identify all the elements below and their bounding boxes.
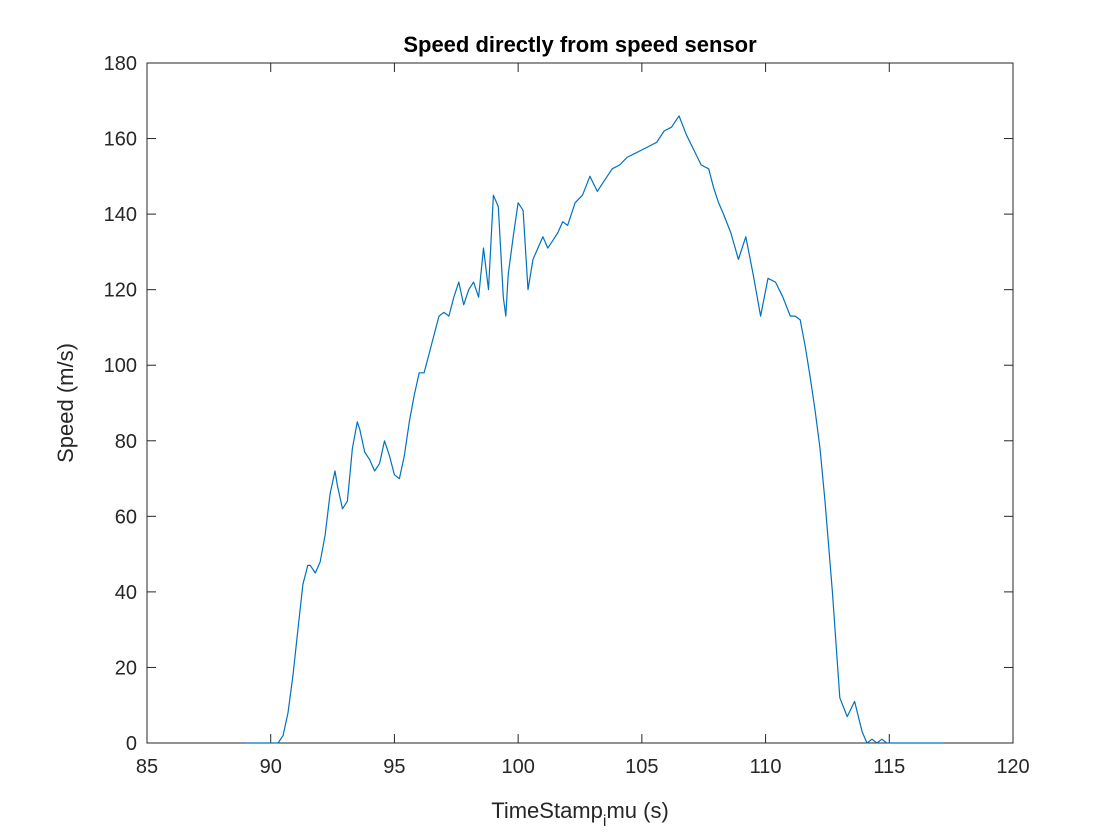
x-tick-label: 90 — [260, 756, 282, 778]
y-tick-label: 160 — [104, 129, 137, 151]
y-tick-label: 40 — [115, 582, 137, 604]
y-tick-label: 80 — [115, 431, 137, 453]
y-tick-label: 180 — [104, 53, 137, 75]
y-tick-label: 0 — [126, 733, 137, 755]
speed-series-line — [246, 115, 944, 744]
x-tick-label: 110 — [750, 756, 782, 778]
y-tick-label: 100 — [104, 355, 137, 377]
x-axis-label-main: TimeStamp — [491, 798, 603, 823]
plot-area — [146, 62, 1014, 744]
y-tick-label: 140 — [104, 204, 137, 226]
x-axis-label: TimeStampimu (s) — [491, 798, 669, 830]
x-axis-label-subscript: i — [603, 813, 607, 830]
x-tick-label: 120 — [996, 756, 1029, 778]
x-axis: 85 90 95 100 105 110 115 120 — [136, 63, 1030, 778]
x-tick-label: 85 — [136, 756, 158, 778]
y-axis-label: Speed (m/s) — [53, 343, 78, 463]
x-tick-label: 100 — [501, 756, 534, 778]
chart-title: Speed directly from speed sensor — [403, 32, 757, 57]
y-tick-label: 60 — [115, 506, 137, 528]
x-tick-label: 105 — [625, 756, 658, 778]
x-tick-label: 95 — [383, 756, 405, 778]
y-tick-label: 120 — [104, 280, 137, 302]
y-tick-label: 20 — [115, 657, 137, 679]
series-layer — [246, 115, 944, 744]
y-axis: 0 20 40 60 80 100 120 140 160 180 — [104, 53, 1013, 755]
x-tick-label: 115 — [873, 756, 905, 778]
x-axis-label-suffix: mu (s) — [606, 798, 668, 823]
